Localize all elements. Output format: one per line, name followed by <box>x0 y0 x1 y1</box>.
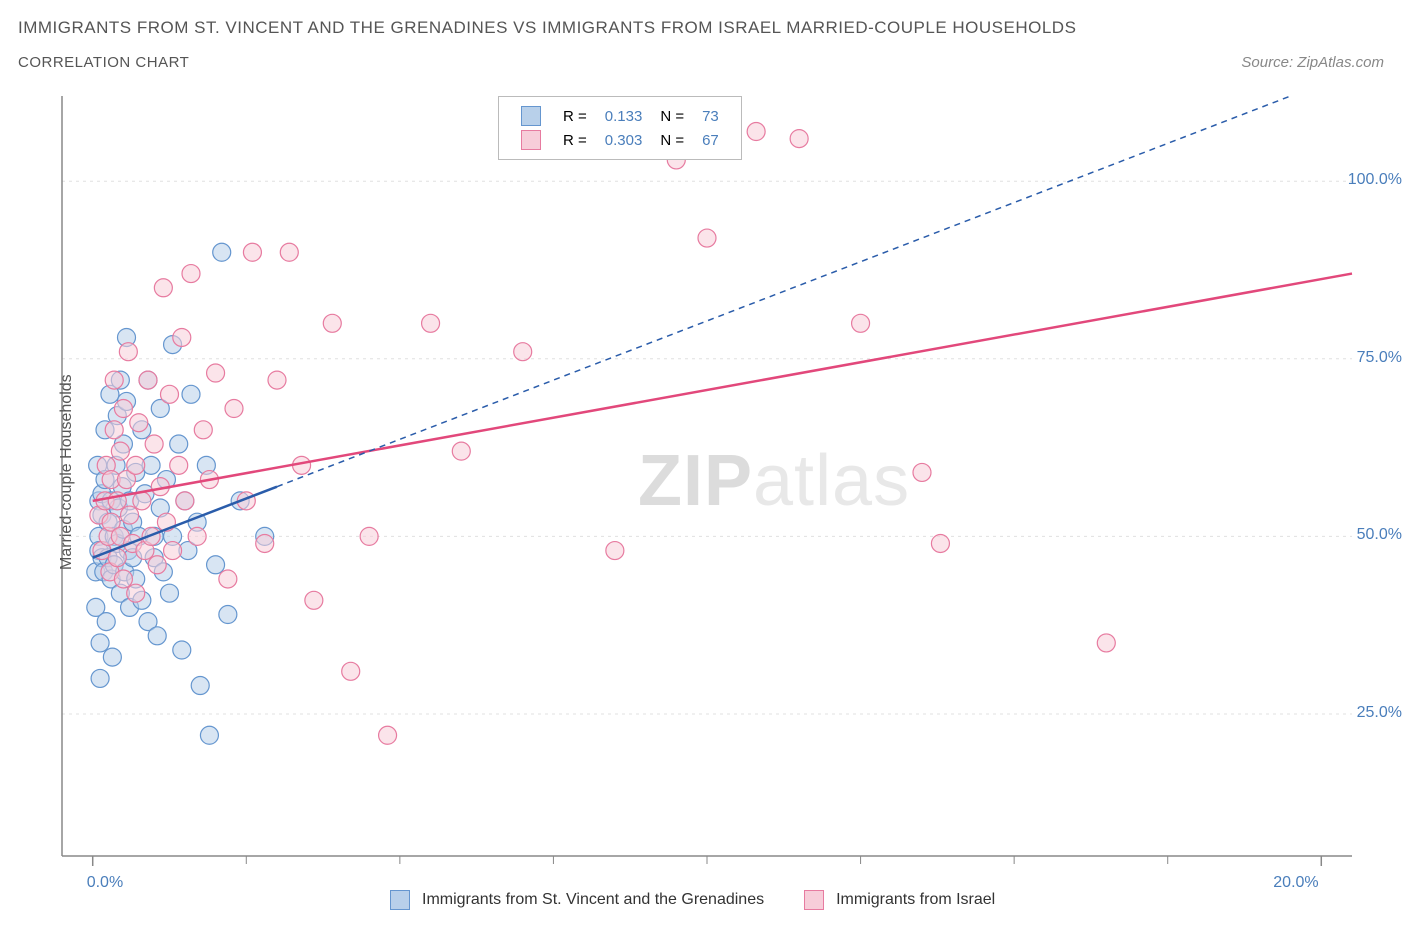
n-value-pink: 67 <box>702 132 719 149</box>
legend-label-pink: Immigrants from Israel <box>836 891 995 909</box>
scatter-plot-svg <box>48 90 1368 870</box>
source-name: ZipAtlas.com <box>1297 54 1384 71</box>
r-label: R = <box>563 108 587 125</box>
y-tick-label: 100.0% <box>1282 171 1402 189</box>
chart-subtitle: CORRELATION CHART <box>18 54 189 71</box>
x-tick-label: 20.0% <box>1273 874 1318 892</box>
y-tick-label: 75.0% <box>1282 349 1402 367</box>
chart-title: IMMIGRANTS FROM ST. VINCENT AND THE GREN… <box>18 18 1076 38</box>
legend-row-blue: R = 0.133 N = 73 <box>513 105 727 127</box>
legend-item-blue: Immigrants from St. Vincent and the Gren… <box>390 890 764 910</box>
r-value-pink: 0.303 <box>605 132 643 149</box>
r-value-blue: 0.133 <box>605 108 643 125</box>
x-tick-label: 0.0% <box>87 874 123 892</box>
r-label: R = <box>563 132 587 149</box>
legend-row-pink: R = 0.303 N = 67 <box>513 129 727 151</box>
swatch-pink-icon <box>521 130 541 150</box>
chart-area: Married-couple Households ZIPatlas R = 0… <box>48 90 1368 870</box>
y-axis-label: Married-couple Households <box>58 374 76 570</box>
correlation-legend: R = 0.133 N = 73 R = 0.303 N = 67 <box>498 96 742 160</box>
chart-container: IMMIGRANTS FROM ST. VINCENT AND THE GREN… <box>0 0 1406 930</box>
n-value-blue: 73 <box>702 108 719 125</box>
source-label: Source: <box>1241 54 1293 71</box>
n-label: N = <box>660 132 684 149</box>
swatch-pink-icon <box>804 890 824 910</box>
source-attribution: Source: ZipAtlas.com <box>1241 54 1384 71</box>
y-tick-label: 25.0% <box>1282 704 1402 722</box>
swatch-blue-icon <box>521 106 541 126</box>
swatch-blue-icon <box>390 890 410 910</box>
y-tick-label: 50.0% <box>1282 526 1402 544</box>
n-label: N = <box>660 108 684 125</box>
correlation-legend-table: R = 0.133 N = 73 R = 0.303 N = 67 <box>511 103 729 153</box>
legend-label-blue: Immigrants from St. Vincent and the Gren… <box>422 891 764 909</box>
legend-item-pink: Immigrants from Israel <box>804 890 995 910</box>
series-legend: Immigrants from St. Vincent and the Gren… <box>390 890 995 910</box>
